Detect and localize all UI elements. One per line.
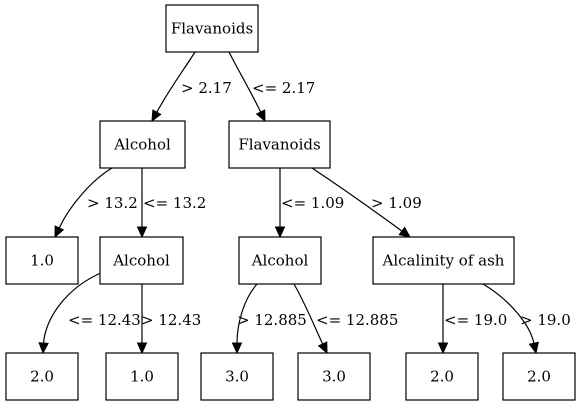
leaf-node-n10: 3.0 [297, 352, 371, 401]
split-node-n4: Alcohol [99, 236, 184, 285]
arrowhead [151, 109, 162, 123]
arrowhead [528, 341, 539, 355]
node-box [5, 352, 79, 401]
node-label: Alcohol [251, 252, 309, 270]
arrowhead [38, 342, 49, 355]
edge-label: > 2.17 [181, 79, 232, 97]
edge-line [311, 167, 403, 232]
leaf-node-n9: 3.0 [200, 352, 274, 401]
edge-line [156, 51, 196, 113]
nodes-layer: Flavanoids Alcohol Flavanoids 1.0 Alcohol Alc… [5, 4, 576, 401]
node-box [228, 120, 331, 169]
node-box [297, 352, 371, 401]
node-label: Alcohol [112, 252, 170, 270]
leaf-node-n7: 2.0 [5, 352, 79, 401]
arrowhead [255, 109, 266, 123]
node-label: 3.0 [322, 368, 346, 386]
split-node-n6: Alcalinity of ash [372, 236, 515, 285]
edge-n5-to-n9: > 12.885 [231, 283, 307, 355]
edge-label: > 12.43 [141, 311, 201, 329]
node-box [99, 236, 184, 285]
edge-n5-to-n10: <= 12.885 [293, 283, 398, 355]
arrowhead [274, 226, 286, 239]
split-node-n1: Alcohol [99, 120, 186, 169]
node-label: Flavanoids [238, 136, 320, 154]
edge-line [482, 283, 535, 344]
edge-n4-to-n7: <= 12.43 [38, 271, 141, 355]
edge-n0-to-n1: > 2.17 [151, 51, 232, 123]
edge-line [236, 283, 258, 344]
node-box [405, 352, 479, 401]
edge-line [43, 271, 104, 344]
arrowhead [398, 226, 411, 238]
edge-n6-to-n11: <= 19.0 [437, 284, 507, 355]
arrowhead [54, 225, 65, 239]
edge-label: <= 12.43 [68, 311, 141, 329]
arrowhead [136, 342, 148, 355]
node-box [165, 4, 259, 53]
node-label: Flavanoids [171, 20, 253, 38]
edge-line [293, 283, 324, 345]
node-box [5, 236, 79, 285]
node-label: 1.0 [130, 368, 154, 386]
leaf-node-n12: 2.0 [502, 352, 576, 401]
node-label: Alcohol [113, 136, 171, 154]
edge-n2-to-n6: > 1.09 [311, 167, 422, 238]
edge-label: > 12.885 [237, 311, 307, 329]
edge-n2-to-n5: <= 1.09 [274, 168, 344, 239]
arrowhead [437, 342, 449, 355]
edges-layer: > 2.17 <= 2.17 > 13.2 <= 13.2 <= 1.09 > 1.09 <… [38, 51, 571, 355]
node-box [99, 120, 186, 169]
node-box [372, 236, 515, 285]
leaf-node-n8: 1.0 [105, 352, 179, 401]
edge-n6-to-n12: > 19.0 [482, 283, 571, 355]
arrowhead [136, 226, 148, 239]
edge-label: <= 1.09 [281, 194, 344, 212]
arrowhead [231, 342, 243, 355]
node-label: 2.0 [527, 368, 551, 386]
leaf-node-n3: 1.0 [5, 236, 79, 285]
node-label: Alcalinity of ash [382, 252, 505, 270]
split-node-n5: Alcohol [238, 236, 322, 285]
edge-label: <= 13.2 [143, 194, 206, 212]
edge-n1-to-n4: <= 13.2 [136, 168, 206, 239]
edge-n1-to-n3: > 13.2 [54, 167, 138, 239]
edge-n4-to-n8: > 12.43 [136, 284, 201, 355]
arrowhead [317, 341, 328, 355]
edge-n0-to-n2: <= 2.17 [228, 51, 315, 123]
edge-label: <= 19.0 [444, 311, 507, 329]
split-node-n2: Flavanoids [228, 120, 331, 169]
node-box [200, 352, 274, 401]
node-box [238, 236, 322, 285]
leaf-node-n11: 2.0 [405, 352, 479, 401]
edge-line [228, 51, 262, 113]
node-box [502, 352, 576, 401]
split-node-n0: Flavanoids [165, 4, 259, 53]
node-label: 3.0 [225, 368, 249, 386]
edge-label: > 13.2 [87, 194, 138, 212]
edge-label: > 1.09 [371, 194, 422, 212]
edge-label: <= 12.885 [316, 311, 398, 329]
node-label: 2.0 [430, 368, 454, 386]
edge-label: > 19.0 [520, 311, 571, 329]
node-label: 1.0 [30, 252, 54, 270]
node-label: 2.0 [30, 368, 54, 386]
edge-label: <= 2.17 [252, 79, 315, 97]
node-box [105, 352, 179, 401]
edge-line [58, 167, 113, 229]
